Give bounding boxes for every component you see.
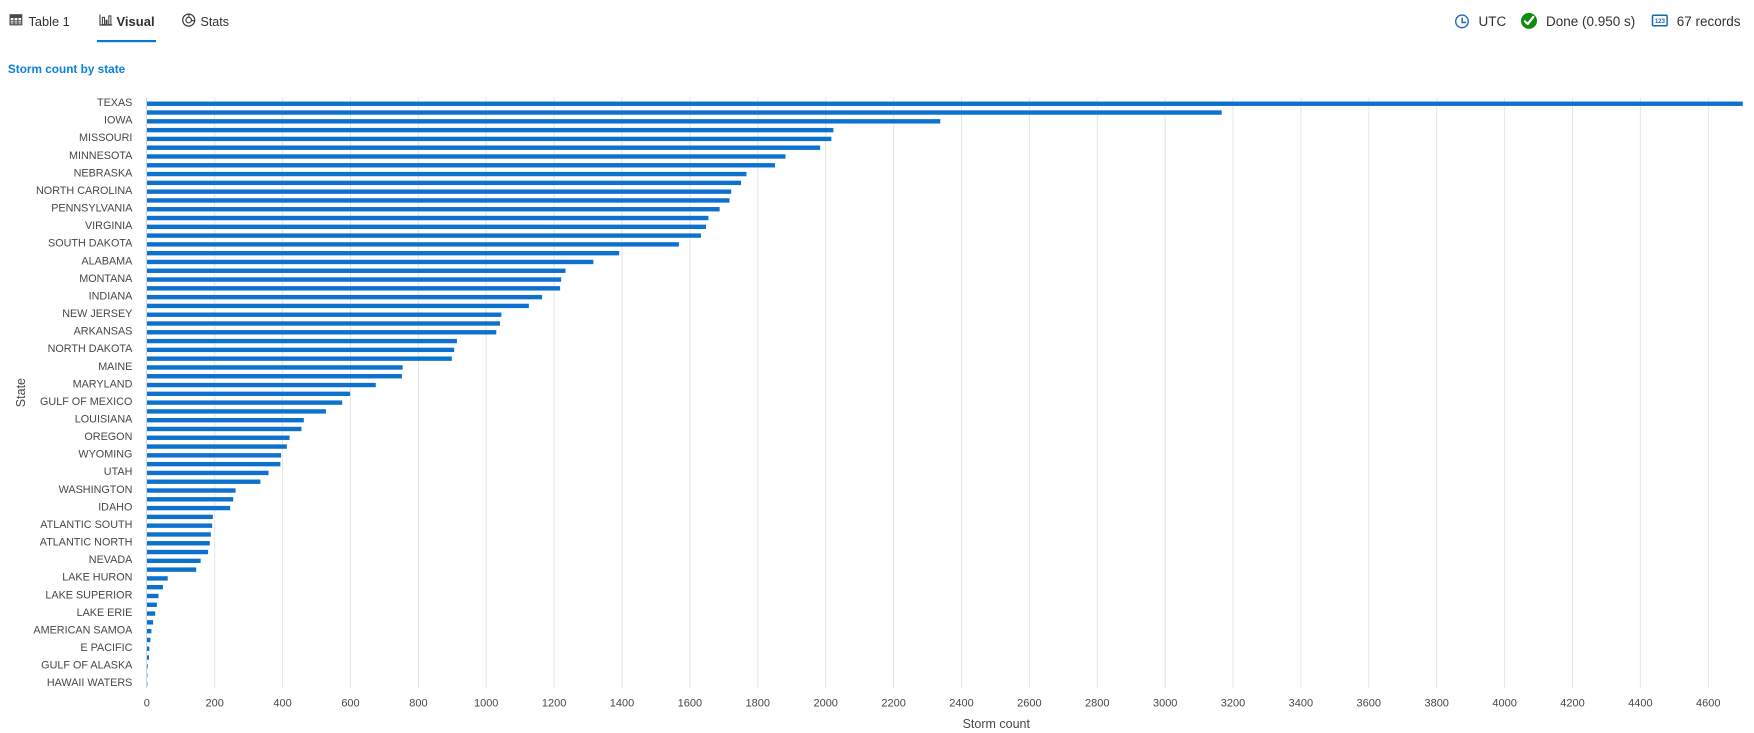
svg-text:ATLANTIC SOUTH: ATLANTIC SOUTH: [40, 519, 132, 531]
svg-text:INDIANA: INDIANA: [89, 290, 134, 302]
svg-text:123: 123: [1655, 18, 1666, 25]
svg-text:AMERICAN SAMOA: AMERICAN SAMOA: [33, 624, 133, 636]
svg-text:LOUISIANA: LOUISIANA: [75, 413, 133, 425]
svg-text:PENNSYLVANIA: PENNSYLVANIA: [51, 203, 133, 215]
svg-text:4600: 4600: [1696, 698, 1720, 710]
svg-text:E PACIFIC: E PACIFIC: [80, 642, 132, 654]
svg-text:WASHINGTON: WASHINGTON: [59, 484, 133, 496]
svg-text:ATLANTIC NORTH: ATLANTIC NORTH: [40, 537, 133, 549]
svg-text:GULF OF ALASKA: GULF OF ALASKA: [41, 660, 133, 672]
svg-text:200: 200: [206, 698, 224, 710]
svg-text:UTAH: UTAH: [104, 466, 133, 478]
svg-text:NORTH CAROLINA: NORTH CAROLINA: [36, 185, 133, 197]
svg-text:2600: 2600: [1017, 698, 1041, 710]
svg-text:2000: 2000: [813, 698, 837, 710]
svg-text:VIRGINIA: VIRGINIA: [85, 220, 133, 232]
svg-text:SOUTH DAKOTA: SOUTH DAKOTA: [48, 238, 133, 250]
svg-text:Stats: Stats: [201, 15, 230, 29]
svg-text:1000: 1000: [474, 698, 498, 710]
svg-text:MISSOURI: MISSOURI: [79, 132, 132, 144]
svg-text:0: 0: [144, 698, 150, 710]
svg-text:Storm count: Storm count: [963, 717, 1031, 731]
svg-text:2200: 2200: [881, 698, 905, 710]
svg-text:Visual: Visual: [117, 14, 155, 29]
svg-text:600: 600: [341, 698, 359, 710]
svg-text:IOWA: IOWA: [104, 115, 133, 127]
svg-text:400: 400: [273, 698, 291, 710]
svg-text:HAWAII WATERS: HAWAII WATERS: [47, 677, 133, 689]
svg-text:LAKE SUPERIOR: LAKE SUPERIOR: [45, 589, 132, 601]
svg-text:67 records: 67 records: [1677, 14, 1741, 29]
svg-text:1200: 1200: [542, 698, 566, 710]
svg-text:3600: 3600: [1357, 698, 1381, 710]
svg-text:UTC: UTC: [1479, 14, 1507, 29]
svg-text:4400: 4400: [1628, 698, 1652, 710]
svg-text:Done (0.950 s): Done (0.950 s): [1546, 14, 1635, 29]
svg-text:TEXAS: TEXAS: [97, 97, 132, 109]
svg-text:4000: 4000: [1492, 698, 1516, 710]
svg-text:WYOMING: WYOMING: [78, 449, 132, 461]
svg-text:Table 1: Table 1: [29, 14, 70, 29]
svg-text:NORTH DAKOTA: NORTH DAKOTA: [48, 343, 134, 355]
svg-text:2400: 2400: [949, 698, 973, 710]
svg-text:1800: 1800: [746, 698, 770, 710]
svg-text:ALABAMA: ALABAMA: [81, 255, 133, 267]
svg-text:MARYLAND: MARYLAND: [73, 378, 133, 390]
svg-text:MAINE: MAINE: [98, 361, 132, 373]
svg-text:IDAHO: IDAHO: [98, 501, 132, 513]
svg-text:LAKE HURON: LAKE HURON: [62, 572, 132, 584]
svg-text:1400: 1400: [610, 698, 634, 710]
svg-text:NEVADA: NEVADA: [89, 554, 133, 566]
svg-text:1600: 1600: [678, 698, 702, 710]
svg-text:800: 800: [409, 698, 427, 710]
svg-text:3200: 3200: [1221, 698, 1245, 710]
svg-text:3400: 3400: [1289, 698, 1313, 710]
svg-text:3800: 3800: [1424, 698, 1448, 710]
svg-text:State: State: [14, 378, 28, 407]
svg-text:NEW JERSEY: NEW JERSEY: [62, 308, 132, 320]
svg-text:3000: 3000: [1153, 698, 1177, 710]
svg-text:OREGON: OREGON: [84, 431, 132, 443]
svg-text:4200: 4200: [1560, 698, 1584, 710]
svg-text:2800: 2800: [1085, 698, 1109, 710]
svg-text:ARKANSAS: ARKANSAS: [74, 326, 133, 338]
svg-text:NEBRASKA: NEBRASKA: [74, 167, 134, 179]
svg-text:LAKE ERIE: LAKE ERIE: [77, 607, 133, 619]
svg-text:MONTANA: MONTANA: [79, 273, 133, 285]
svg-text:GULF OF MEXICO: GULF OF MEXICO: [40, 396, 132, 408]
svg-text:MINNESOTA: MINNESOTA: [69, 150, 133, 162]
